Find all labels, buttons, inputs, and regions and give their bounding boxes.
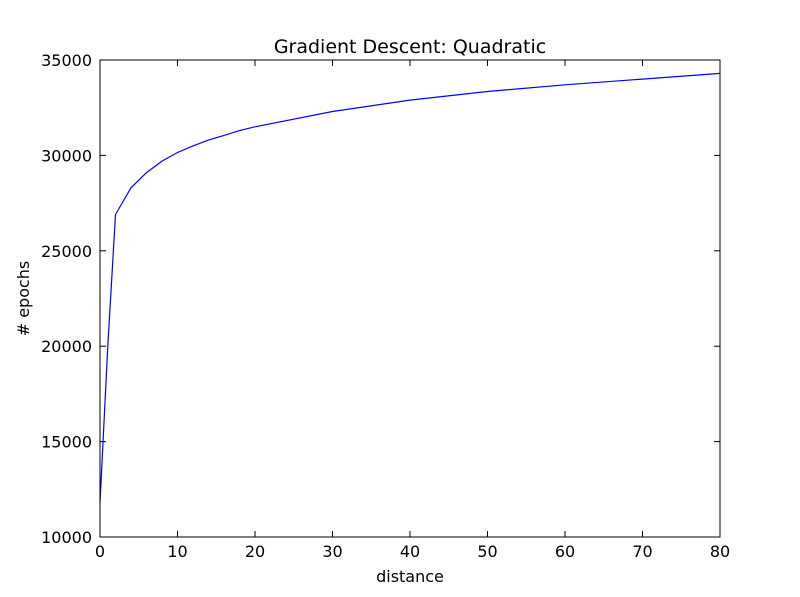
x-axis-ticks: 0 10 20 30 40 50 60 70 80	[95, 60, 730, 561]
y-tick-label: 35000	[41, 51, 92, 70]
x-tick-label: 80	[710, 542, 730, 561]
plot-frame	[99, 59, 721, 538]
x-tick-label: 0	[95, 542, 105, 561]
y-axis-title: # epochs	[14, 261, 33, 337]
x-tick-label: 60	[555, 542, 575, 561]
x-tick-label: 30	[322, 542, 342, 561]
y-tick-label: 30000	[41, 146, 92, 165]
x-axis-title: distance	[376, 567, 444, 586]
x-tick-label: 50	[477, 542, 497, 561]
y-axis-ticks: 10000 15000 20000 25000 30000 35000	[41, 51, 720, 547]
y-tick-label: 20000	[41, 337, 92, 356]
y-tick-label: 25000	[41, 242, 92, 261]
y-tick-label: 10000	[41, 528, 92, 547]
chart-title: Gradient Descent: Quadratic	[274, 36, 546, 58]
y-tick-label: 15000	[41, 433, 92, 452]
x-tick-label: 40	[400, 542, 420, 561]
x-tick-label: 20	[245, 542, 265, 561]
series-line-0	[99, 72, 721, 503]
x-tick-label: 10	[167, 542, 187, 561]
series-layer	[99, 72, 721, 503]
x-tick-label: 70	[632, 542, 652, 561]
